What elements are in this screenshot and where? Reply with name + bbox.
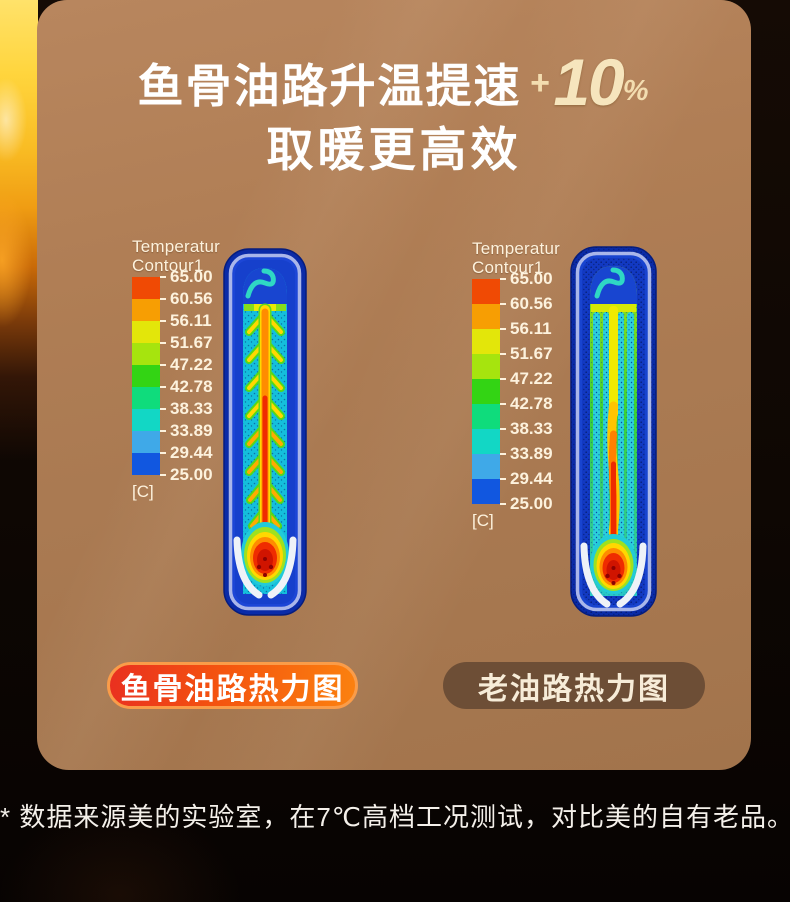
tick-label: 25.00 bbox=[160, 465, 213, 484]
colorbar-segment bbox=[472, 479, 500, 504]
tick-mark bbox=[160, 342, 166, 344]
old-circuit-thermal-figure bbox=[570, 246, 657, 617]
heater-glow-background bbox=[0, 0, 38, 460]
tick-mark bbox=[500, 478, 506, 480]
tick-label: 47.22 bbox=[160, 355, 213, 374]
fishbone-thermal-figure bbox=[223, 248, 307, 616]
tick-label: 65.00 bbox=[500, 269, 553, 288]
headline-percent-sign: % bbox=[622, 75, 651, 107]
footnote: * 数据来源美的实验室，在7℃高档工况测试，对比美的自有老品。 bbox=[0, 802, 790, 832]
colorbar-legend-old: Temperatur Contour1 65.00 60.56 bbox=[472, 239, 560, 531]
colorbar-legend-fishbone: Temperatur Contour1 65.00 60.56 bbox=[132, 237, 220, 502]
tick-mark bbox=[500, 353, 506, 355]
tick-label: 51.67 bbox=[500, 344, 553, 363]
colorbar-segment bbox=[132, 453, 160, 475]
tick-label: 33.89 bbox=[160, 421, 213, 440]
tick-mark bbox=[500, 328, 506, 330]
tick-label: 60.56 bbox=[160, 289, 213, 308]
content-card: 鱼骨油路升温提速 +10% 取暖更高效 Temperatur Contour1 bbox=[37, 0, 751, 770]
legend-title: Temperatur Contour1 bbox=[132, 237, 220, 275]
tick-mark bbox=[500, 453, 506, 455]
tick-label: 29.44 bbox=[160, 443, 213, 462]
colorbar-segment bbox=[132, 277, 160, 299]
tick-label: 29.44 bbox=[500, 469, 553, 488]
tick-label: 33.89 bbox=[500, 444, 553, 463]
colorbar-segment bbox=[472, 404, 500, 429]
tick-mark bbox=[160, 452, 166, 454]
colorbar-segment bbox=[132, 365, 160, 387]
colorbar bbox=[472, 279, 500, 504]
tick-label: 56.11 bbox=[160, 311, 212, 330]
headline-main-text: 鱼骨油路升温提速 bbox=[137, 60, 522, 112]
fishbone-panel-label: 鱼骨油路热力图 bbox=[107, 662, 358, 709]
tick-label: 38.33 bbox=[160, 399, 213, 418]
tick-label: 47.22 bbox=[500, 369, 553, 388]
headline: 鱼骨油路升温提速 +10% 取暖更高效 bbox=[37, 49, 751, 179]
tick-label: 51.67 bbox=[160, 333, 213, 352]
tick-mark bbox=[160, 320, 166, 322]
tick-mark bbox=[160, 276, 166, 278]
legend-title: Temperatur Contour1 bbox=[472, 239, 560, 277]
tick-label: 42.78 bbox=[500, 394, 553, 413]
headline-line1: 鱼骨油路升温提速 +10% bbox=[37, 49, 751, 121]
tick-mark bbox=[160, 430, 166, 432]
tick-mark bbox=[500, 303, 506, 305]
tick-mark bbox=[500, 503, 506, 505]
tick-mark bbox=[160, 298, 166, 300]
tick-mark bbox=[160, 386, 166, 388]
tick-mark bbox=[500, 378, 506, 380]
colorbar-segment bbox=[472, 304, 500, 329]
tick-mark bbox=[160, 408, 166, 410]
colorbar-segment bbox=[472, 379, 500, 404]
colorbar-segment bbox=[132, 343, 160, 365]
colorbar-segment bbox=[132, 299, 160, 321]
colorbar-segment bbox=[472, 429, 500, 454]
colorbar-segment bbox=[132, 431, 160, 453]
headline-plus-sign: + bbox=[529, 64, 552, 102]
tick-label: 65.00 bbox=[160, 267, 213, 286]
tick-label: 42.78 bbox=[160, 377, 213, 396]
tick-label: 38.33 bbox=[500, 419, 553, 438]
colorbar-segment bbox=[472, 279, 500, 304]
tick-label: 60.56 bbox=[500, 294, 553, 313]
colorbar-segment bbox=[472, 454, 500, 479]
tick-mark bbox=[160, 364, 166, 366]
colorbar-segment bbox=[472, 329, 500, 354]
headline-line2: 取暖更高效 bbox=[266, 123, 522, 176]
tick-mark bbox=[500, 428, 506, 430]
colorbar-segment bbox=[132, 321, 160, 343]
colorbar bbox=[132, 277, 160, 475]
tick-mark bbox=[500, 403, 506, 405]
colorbar-segment bbox=[132, 409, 160, 431]
old-circuit-contour-pattern bbox=[580, 266, 647, 608]
headline-number: 10 bbox=[553, 45, 624, 119]
legend-unit: [C] bbox=[472, 511, 494, 530]
tick-label: 25.00 bbox=[500, 494, 553, 513]
tick-mark bbox=[500, 278, 506, 280]
colorbar-segment bbox=[472, 354, 500, 379]
legend-unit: [C] bbox=[132, 482, 154, 501]
colorbar-segment bbox=[132, 387, 160, 409]
fishbone-contour-pattern bbox=[233, 268, 297, 599]
tick-mark bbox=[160, 474, 166, 476]
old-panel-label: 老油路热力图 bbox=[443, 662, 705, 709]
tick-label: 56.11 bbox=[500, 319, 552, 338]
